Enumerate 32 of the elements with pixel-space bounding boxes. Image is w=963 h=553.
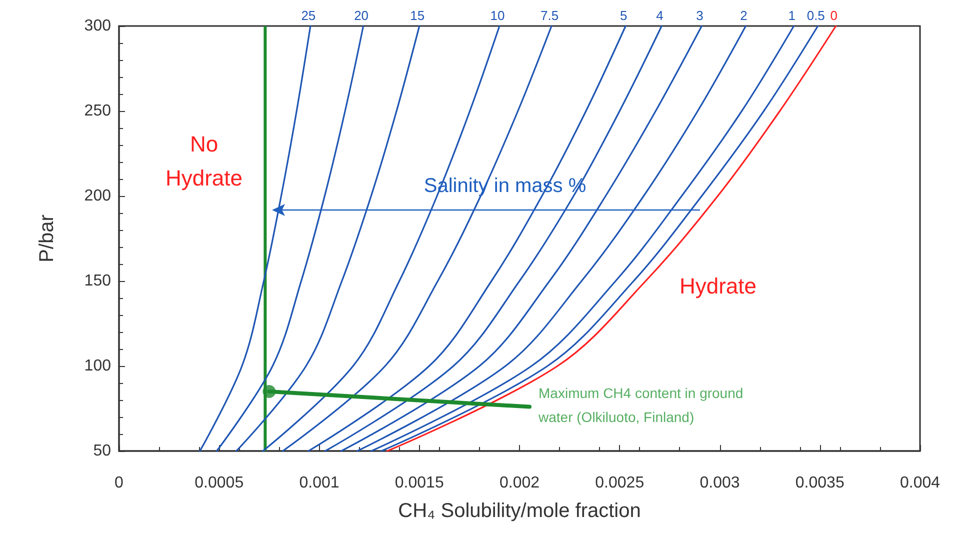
y-tick-label: 150 — [84, 272, 112, 290]
series-label: 3 — [696, 8, 704, 23]
series-label: 4 — [656, 8, 664, 23]
y-tick-label: 300 — [84, 18, 112, 34]
x-tick-label: 0.002 — [499, 474, 540, 492]
series-label: 20 — [354, 8, 369, 23]
annotation: No Hydrate — [165, 132, 243, 190]
x-tick-label: 0.0025 — [595, 474, 644, 492]
y-axis-title: P/bar — [36, 214, 58, 262]
annotation: Hydrate — [679, 274, 757, 298]
series-label: 0 — [830, 8, 838, 23]
x-tick-label: 0.003 — [700, 474, 740, 492]
series-label: 15 — [410, 8, 425, 23]
x-axis-title: CH₄ Solubility/mole fraction — [398, 500, 641, 522]
x-tick-label: 0.0035 — [795, 474, 844, 492]
annotation: Maximum CH4 content in ground water (Olkiluoto, Finland) — [538, 385, 744, 426]
x-tick-label: 0.001 — [299, 474, 340, 492]
y-tick-label: 100 — [84, 358, 112, 374]
x-tick-label: 0.0015 — [394, 474, 444, 492]
y-tick-label: 200 — [84, 188, 112, 204]
y-tick-label: 250 — [84, 102, 112, 120]
series-label: 1 — [788, 8, 796, 23]
y-tick-label: 50 — [93, 442, 112, 460]
series-label: 25 — [301, 8, 316, 23]
series-label: 10 — [490, 8, 505, 23]
series-label: 0.5 — [806, 8, 825, 23]
series-label: 7.5 — [540, 8, 559, 23]
x-tick-label: 0.0005 — [194, 474, 244, 492]
series-label: 2 — [740, 8, 748, 23]
series-label: 5 — [620, 8, 628, 23]
x-tick-label: 0.004 — [900, 474, 940, 492]
x-tick-label: 0 — [114, 474, 124, 492]
